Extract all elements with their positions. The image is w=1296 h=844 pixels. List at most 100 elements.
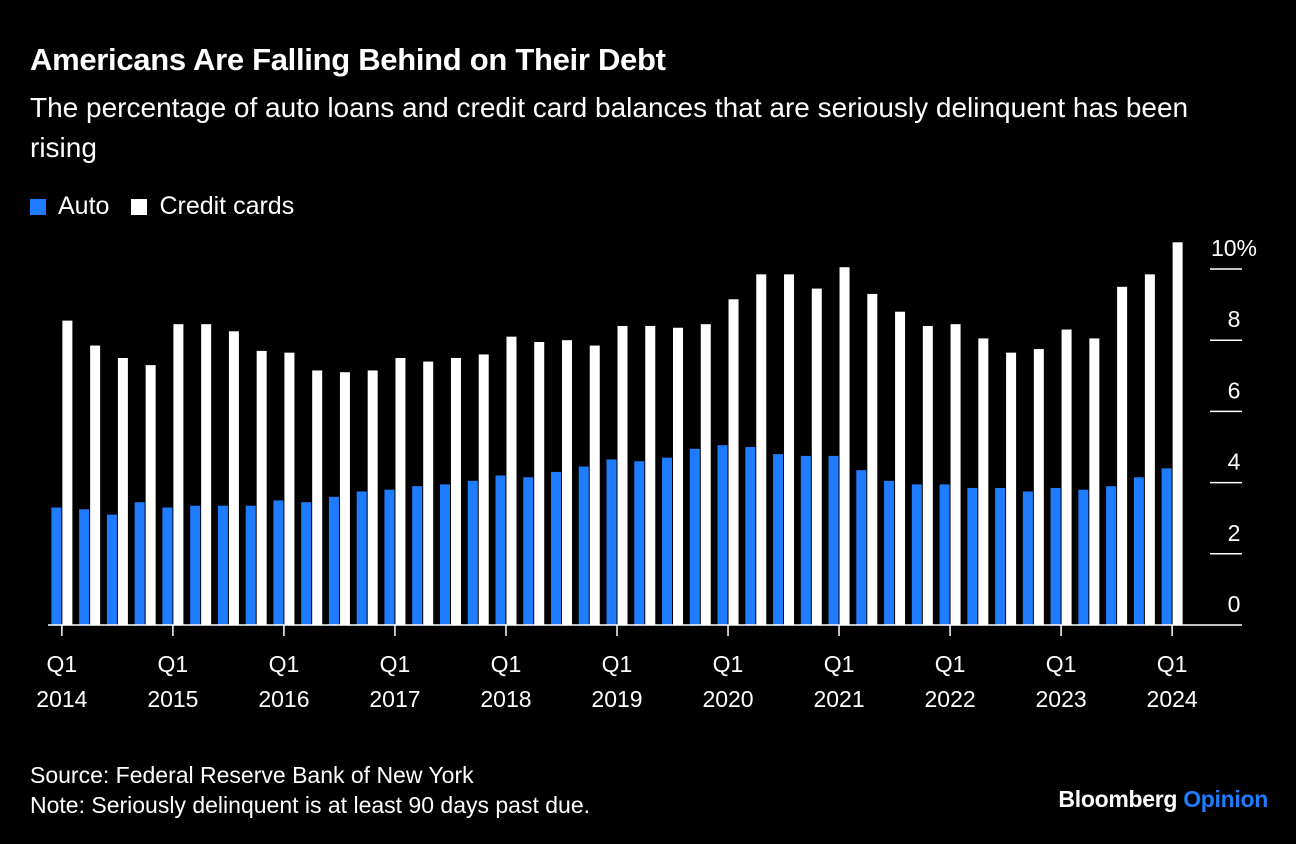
bar-auto <box>1161 468 1172 625</box>
bar-credit-cards <box>450 358 461 625</box>
bar-auto <box>1106 486 1117 625</box>
x-tick-label-quarter: Q1 <box>1046 651 1077 677</box>
bar-auto <box>1078 489 1089 625</box>
legend-item-auto: Auto <box>30 192 109 221</box>
bar-credit-cards <box>784 274 795 625</box>
brand-name: Bloomberg <box>1058 786 1178 812</box>
x-tick-label-year: 2014 <box>36 686 87 712</box>
bar-auto <box>828 455 839 625</box>
x-tick-label-year: 2023 <box>1036 686 1087 712</box>
x-tick-label-quarter: Q1 <box>47 651 78 677</box>
brand-logo: Bloomberg Opinion <box>1058 786 1268 813</box>
x-tick-label-year: 2015 <box>147 686 198 712</box>
legend-swatch-credit-cards <box>131 198 148 215</box>
bar-auto <box>356 491 367 625</box>
bar-credit-cards <box>201 324 212 625</box>
bar-credit-cards <box>534 341 545 625</box>
x-tick-label-year: 2020 <box>702 686 753 712</box>
bar-auto <box>162 507 173 625</box>
bar-credit-cards <box>367 370 378 625</box>
bar-credit-cards <box>867 293 878 625</box>
bar-credit-cards <box>1006 352 1017 625</box>
x-tick-label-quarter: Q1 <box>380 651 411 677</box>
bar-credit-cards <box>1117 286 1128 625</box>
x-tick-label-quarter: Q1 <box>713 651 744 677</box>
bar-auto <box>967 487 978 625</box>
bar-auto <box>773 454 784 625</box>
x-tick-label-quarter: Q1 <box>935 651 966 677</box>
bar-auto <box>328 496 339 625</box>
bar-auto <box>217 505 228 625</box>
x-tick-label-quarter: Q1 <box>824 651 855 677</box>
bar-credit-cards <box>1172 242 1183 626</box>
bar-credit-cards <box>145 365 156 625</box>
bar-credit-cards <box>1089 338 1100 625</box>
x-tick-label-year: 2024 <box>1147 686 1198 712</box>
bar-auto <box>467 480 478 625</box>
bar-credit-cards <box>173 324 184 625</box>
bar-credit-cards <box>339 372 350 625</box>
bar-credit-cards <box>589 345 600 625</box>
bar-auto <box>384 489 395 625</box>
bar-auto <box>301 502 312 625</box>
bar-auto <box>439 484 450 625</box>
bar-auto <box>523 477 534 625</box>
bar-auto <box>939 484 950 625</box>
x-tick-label-year: 2019 <box>591 686 642 712</box>
y-tick-label: 4 <box>1228 449 1241 475</box>
bar-credit-cards <box>423 361 434 625</box>
bar-credit-cards <box>228 331 239 625</box>
bar-auto <box>245 505 256 625</box>
bar-auto <box>412 486 423 625</box>
bar-credit-cards <box>1144 274 1155 625</box>
bar-credit-cards <box>922 325 933 625</box>
bar-auto <box>884 480 895 625</box>
bar-credit-cards <box>756 274 767 625</box>
bar-credit-cards <box>506 336 517 625</box>
bar-credit-cards <box>478 354 489 625</box>
y-tick-label: 8 <box>1228 306 1241 332</box>
y-tick-label: 10% <box>1211 235 1257 261</box>
y-tick-label: 6 <box>1228 377 1241 403</box>
legend-swatch-auto <box>30 198 46 215</box>
bar-credit-cards <box>312 370 323 625</box>
bar-credit-cards <box>256 350 267 625</box>
bar-auto <box>856 470 867 625</box>
bar-auto <box>550 471 561 625</box>
legend-label-auto: Auto <box>58 192 110 220</box>
legend-label-credit-cards: Credit cards <box>159 192 295 220</box>
x-tick-label-quarter: Q1 <box>1157 651 1188 677</box>
x-tick-label-year: 2021 <box>813 686 864 712</box>
x-tick-label-quarter: Q1 <box>602 651 633 677</box>
bar-auto <box>717 445 728 625</box>
source-note: Source: Federal Reserve Bank of New York <box>30 762 474 788</box>
chart-subtitle: The percentage of auto loans and credit … <box>30 92 1189 163</box>
bar-credit-cards <box>284 352 295 625</box>
bar-auto <box>190 505 201 625</box>
bar-credit-cards <box>1061 329 1072 625</box>
x-tick-label-quarter: Q1 <box>158 651 189 677</box>
brand-suffix: Opinion <box>1183 786 1268 812</box>
bar-credit-cards <box>617 325 628 625</box>
bar-auto <box>79 509 90 625</box>
bar-auto <box>134 502 145 625</box>
x-tick-label-year: 2022 <box>924 686 975 712</box>
bar-credit-cards <box>395 358 406 625</box>
footer: Source: Federal Reserve Bank of New York… <box>30 760 590 820</box>
definition-note: Note: Seriously delinquent is at least 9… <box>30 792 591 818</box>
x-tick-label-year: 2016 <box>258 686 309 712</box>
x-tick-label-quarter: Q1 <box>491 651 522 677</box>
bar-credit-cards <box>645 325 656 625</box>
bar-auto <box>51 507 62 625</box>
bar-credit-cards <box>90 345 101 625</box>
legend-item-credit-cards: Credit cards <box>131 192 294 221</box>
bar-credit-cards <box>117 358 128 625</box>
bar-auto <box>995 487 1006 625</box>
bar-credit-cards <box>895 311 906 625</box>
x-tick-label-quarter: Q1 <box>269 651 300 677</box>
bar-auto <box>911 484 922 625</box>
bar-auto <box>1022 491 1033 625</box>
y-tick-label: 0 <box>1228 591 1241 617</box>
chart-title: Americans Are Falling Behind on Their De… <box>30 42 666 77</box>
